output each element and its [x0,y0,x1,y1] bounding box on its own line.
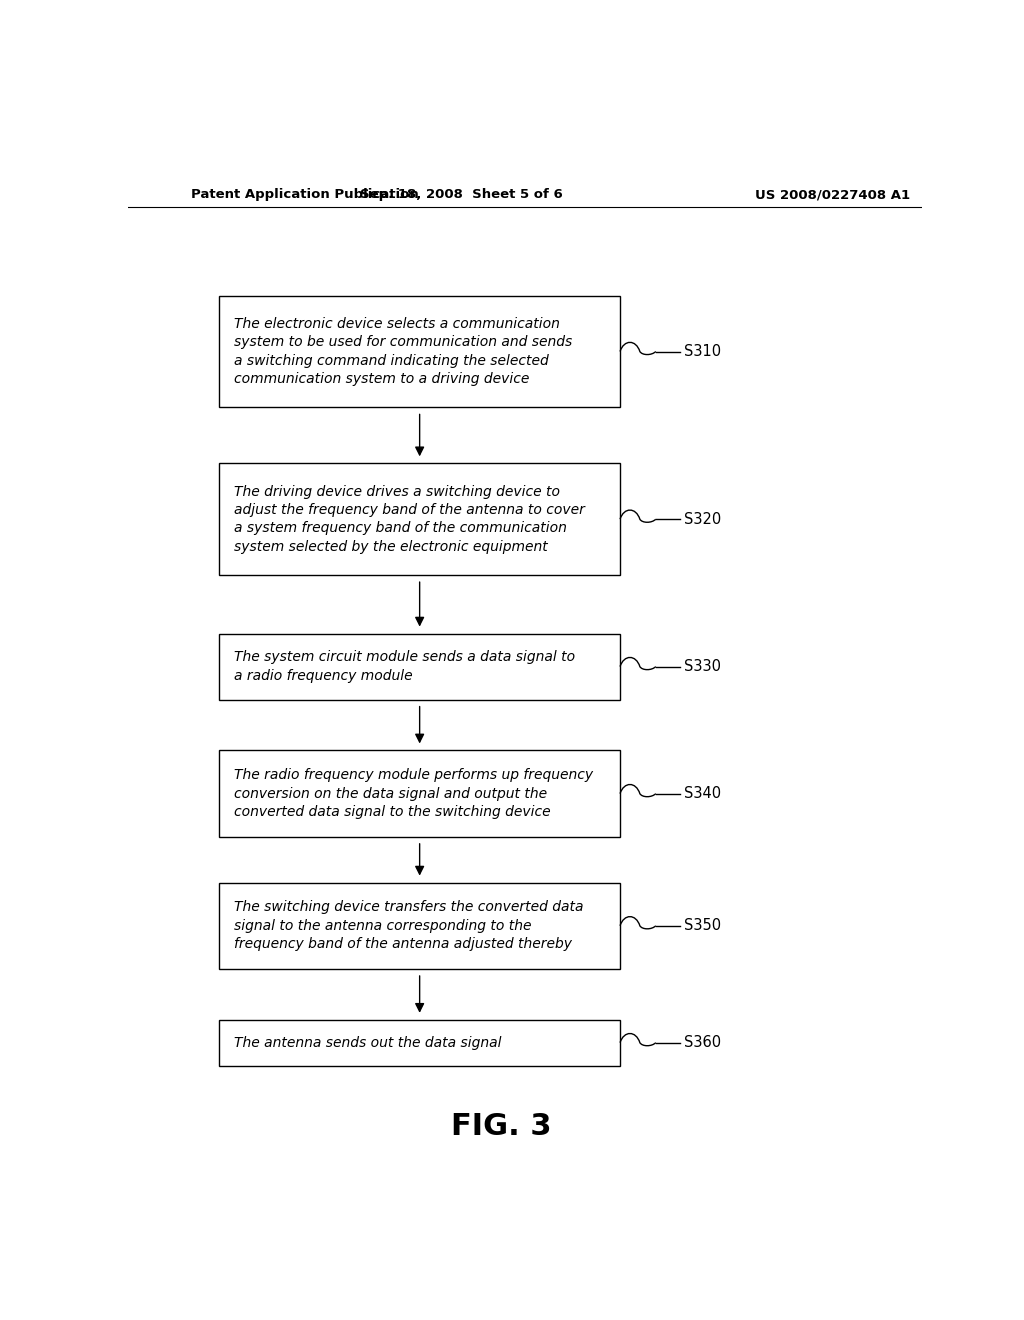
Text: The antenna sends out the data signal: The antenna sends out the data signal [233,1036,501,1049]
Text: S310: S310 [684,345,721,359]
Text: The switching device transfers the converted data
signal to the antenna correspo: The switching device transfers the conve… [233,900,583,952]
Text: S340: S340 [684,787,721,801]
Text: S350: S350 [684,919,721,933]
Bar [219,751,621,837]
Bar [219,296,621,408]
Bar [219,634,621,700]
Text: FIG. 3: FIG. 3 [451,1111,551,1140]
Bar [219,883,621,969]
Text: The radio frequency module performs up frequency
conversion on the data signal a: The radio frequency module performs up f… [233,768,593,818]
Text: Patent Application Publication: Patent Application Publication [191,189,419,202]
Text: Sep. 18, 2008  Sheet 5 of 6: Sep. 18, 2008 Sheet 5 of 6 [360,189,562,202]
Text: The electronic device selects a communication
system to be used for communicatio: The electronic device selects a communic… [233,317,571,387]
Text: S330: S330 [684,659,721,675]
Text: US 2008/0227408 A1: US 2008/0227408 A1 [755,189,910,202]
Text: S360: S360 [684,1035,721,1051]
Bar [219,1020,621,1065]
Text: The driving device drives a switching device to
adjust the frequency band of the: The driving device drives a switching de… [233,484,585,554]
Text: S320: S320 [684,512,721,527]
Bar [219,463,621,576]
Text: The system circuit module sends a data signal to
a radio frequency module: The system circuit module sends a data s… [233,651,574,682]
